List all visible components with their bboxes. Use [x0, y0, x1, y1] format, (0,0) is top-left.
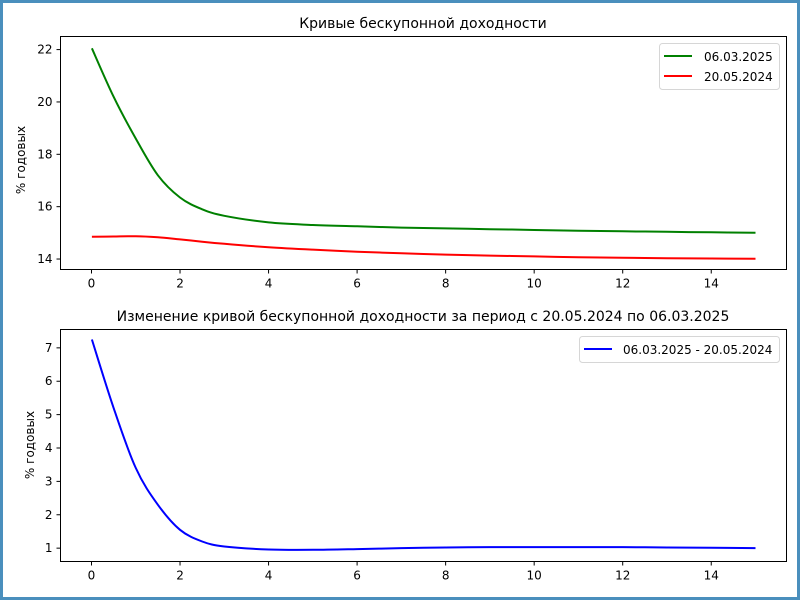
series-line-1 [91, 235, 756, 260]
top-chart-ylabel: % годовых [14, 126, 28, 194]
x-tick-label: 14 [704, 569, 719, 583]
x-tick-label: 4 [265, 569, 273, 583]
top-chart-legend: 06.03.2025 20.05.2024 [659, 43, 780, 90]
x-tick-label: 2 [176, 569, 184, 583]
top-chart-xticks: 0 2 4 6 8 10 12 14 [88, 269, 719, 291]
series-line-0 [90, 339, 756, 551]
x-tick-label: 12 [615, 277, 630, 291]
x-tick-label: 14 [704, 277, 719, 291]
y-tick-label: 4 [45, 441, 53, 455]
bottom-chart-yticks: 1 2 3 4 5 6 7 [45, 341, 61, 555]
y-tick-label: 20 [37, 95, 52, 109]
top-chart-yticks: 14 16 18 20 22 [37, 43, 61, 266]
x-tick-label: 10 [527, 277, 542, 291]
x-tick-label: 12 [615, 569, 630, 583]
y-tick-label: 6 [45, 374, 53, 388]
x-tick-label: 0 [88, 277, 96, 291]
y-tick-label: 7 [45, 341, 53, 355]
x-tick-label: 0 [88, 569, 96, 583]
bottom-chart-legend: 06.03.2025 - 20.05.2024 [579, 336, 780, 363]
x-tick-label: 2 [176, 277, 184, 291]
bottom-chart-title: Изменение кривой бескупонной доходности … [117, 309, 730, 325]
top-chart: Кривые бескупонной доходности % годовых … [14, 16, 787, 291]
bottom-chart-ylabel: % годовых [23, 411, 37, 479]
figure-canvas: Кривые бескупонной доходности % годовых … [3, 3, 797, 597]
y-tick-label: 14 [37, 252, 52, 266]
legend-label-0: 06.03.2025 [704, 50, 773, 64]
bottom-chart: Изменение кривой бескупонной доходности … [23, 309, 787, 583]
legend-label-diff: 06.03.2025 - 20.05.2024 [623, 343, 772, 357]
legend-label-1: 20.05.2024 [704, 70, 773, 84]
y-tick-label: 18 [37, 147, 52, 161]
bottom-chart-xticks: 0 2 4 6 8 10 12 14 [88, 561, 719, 583]
top-chart-title: Кривые бескупонной доходности [299, 16, 547, 32]
x-tick-label: 6 [353, 277, 361, 291]
x-tick-label: 4 [265, 277, 273, 291]
y-tick-label: 22 [37, 43, 52, 57]
y-tick-label: 1 [45, 541, 53, 555]
series-line-0 [90, 47, 756, 234]
bottom-chart-axes-frame [60, 329, 787, 562]
x-tick-label: 8 [442, 277, 450, 291]
top-chart-lines [90, 47, 756, 260]
top-chart-axes-frame [60, 36, 787, 270]
y-tick-label: 3 [45, 474, 53, 488]
chart-svg: Кривые бескупонной доходности % годовых … [14, 16, 787, 583]
x-tick-label: 6 [353, 569, 361, 583]
bottom-chart-lines [90, 339, 756, 551]
x-tick-label: 10 [527, 569, 542, 583]
y-tick-label: 16 [37, 200, 52, 214]
y-tick-label: 2 [45, 508, 53, 522]
x-tick-label: 8 [442, 569, 450, 583]
y-tick-label: 5 [45, 408, 53, 422]
